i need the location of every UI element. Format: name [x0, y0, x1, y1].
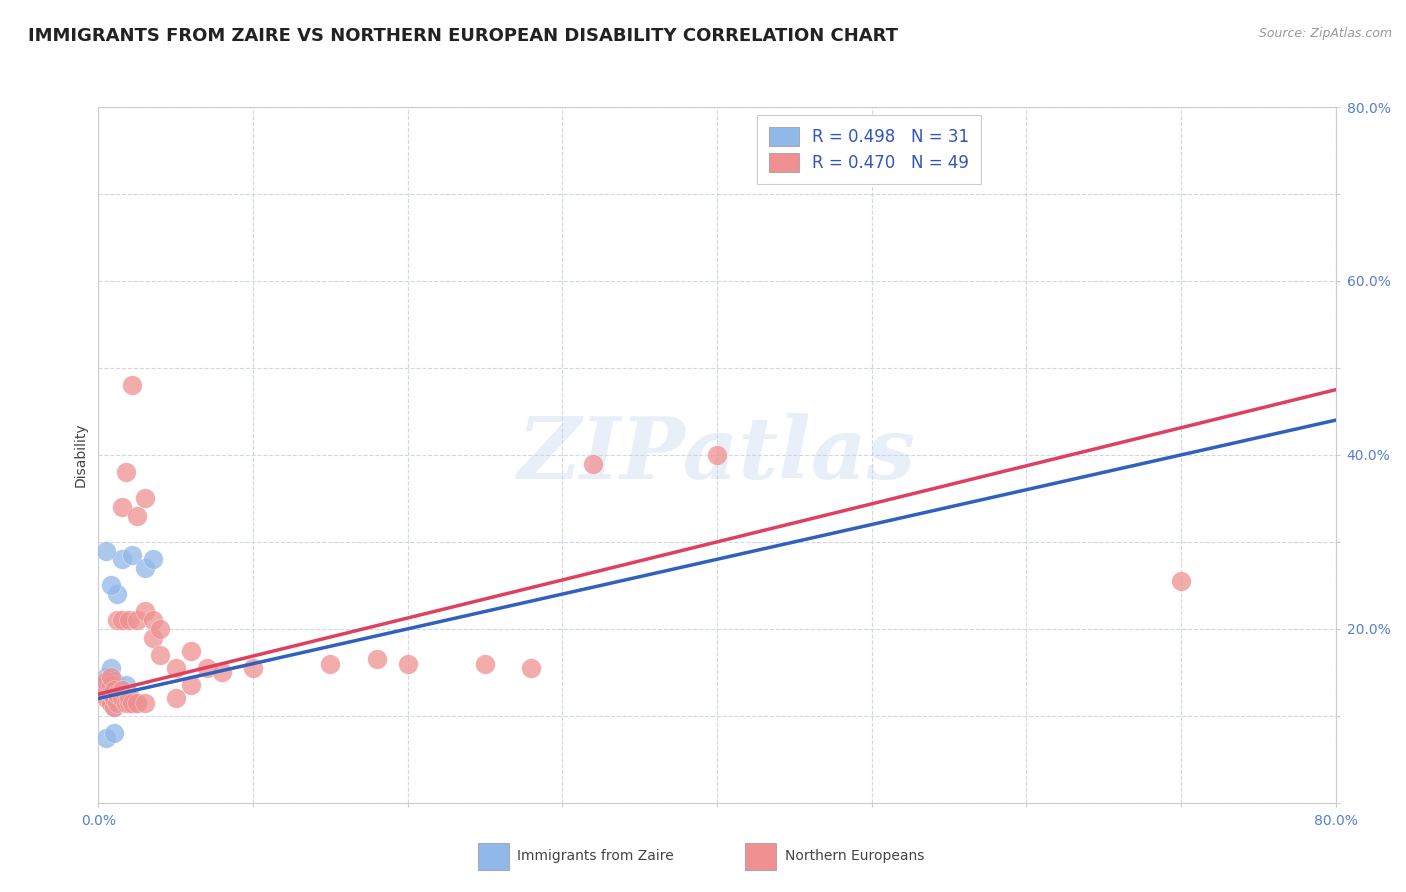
Point: [319, 657, 342, 671]
Point: [100, 578, 122, 592]
Point: [105, 696, 128, 710]
Point: [127, 696, 149, 710]
Point: [118, 696, 141, 710]
Point: [127, 508, 149, 523]
Point: [118, 613, 141, 627]
Point: [100, 696, 122, 710]
Point: [96, 731, 118, 745]
Point: [115, 687, 138, 701]
Point: [105, 678, 128, 692]
Point: [141, 613, 165, 627]
Legend: R = 0.498   N = 31, R = 0.470   N = 49: R = 0.498 N = 31, R = 0.470 N = 49: [758, 115, 981, 184]
Point: [1170, 574, 1192, 588]
Point: [96, 670, 118, 684]
Point: [121, 378, 143, 392]
Point: [111, 552, 132, 566]
Point: [103, 700, 125, 714]
Point: [100, 670, 122, 684]
Point: [96, 678, 118, 692]
Point: [134, 491, 156, 506]
Point: [111, 682, 132, 697]
Text: IMMIGRANTS FROM ZAIRE VS NORTHERN EUROPEAN DISABILITY CORRELATION CHART: IMMIGRANTS FROM ZAIRE VS NORTHERN EUROPE…: [28, 27, 898, 45]
Point: [96, 674, 118, 689]
Point: [118, 691, 141, 706]
Point: [582, 457, 605, 471]
Point: [520, 661, 543, 675]
Point: [100, 678, 122, 692]
Point: [103, 674, 125, 689]
Point: [103, 682, 125, 697]
Point: [103, 700, 125, 714]
Y-axis label: Disability: Disability: [73, 423, 87, 487]
Point: [100, 661, 122, 675]
Point: [118, 696, 141, 710]
Point: [103, 682, 125, 697]
Point: [134, 561, 156, 575]
Point: [111, 682, 132, 697]
Point: [100, 696, 122, 710]
Point: [103, 726, 125, 740]
Point: [211, 665, 233, 680]
Point: [474, 657, 496, 671]
Point: [115, 678, 138, 692]
Point: [105, 687, 128, 701]
Point: [127, 696, 149, 710]
Point: [165, 691, 187, 706]
Point: [111, 500, 132, 514]
Point: [149, 648, 172, 662]
Text: Northern Europeans: Northern Europeans: [785, 849, 924, 863]
Point: [134, 696, 156, 710]
Point: [149, 622, 172, 636]
Point: [105, 696, 128, 710]
Text: Source: ZipAtlas.com: Source: ZipAtlas.com: [1258, 27, 1392, 40]
Point: [111, 691, 132, 706]
Point: [121, 548, 143, 562]
Text: ZIPatlas: ZIPatlas: [517, 413, 917, 497]
Point: [100, 687, 122, 701]
Point: [115, 466, 138, 480]
Point: [141, 552, 165, 566]
Point: [111, 691, 132, 706]
Point: [96, 682, 118, 697]
Text: Immigrants from Zaire: Immigrants from Zaire: [517, 849, 673, 863]
Point: [96, 687, 118, 701]
Point: [396, 657, 419, 671]
Point: [115, 696, 138, 710]
Point: [105, 613, 128, 627]
Point: [165, 661, 187, 675]
Point: [105, 687, 128, 701]
Point: [111, 613, 132, 627]
Point: [706, 448, 728, 462]
Point: [195, 661, 218, 675]
Point: [100, 687, 122, 701]
Point: [127, 613, 149, 627]
Point: [103, 691, 125, 706]
Point: [96, 543, 118, 558]
Point: [103, 691, 125, 706]
Point: [96, 691, 118, 706]
Point: [105, 587, 128, 601]
Point: [118, 696, 141, 710]
Point: [180, 643, 202, 657]
Point: [242, 661, 264, 675]
Point: [180, 678, 202, 692]
Point: [118, 687, 141, 701]
Point: [100, 678, 122, 692]
Point: [121, 696, 143, 710]
Point: [366, 652, 388, 666]
Point: [141, 631, 165, 645]
Point: [134, 605, 156, 619]
